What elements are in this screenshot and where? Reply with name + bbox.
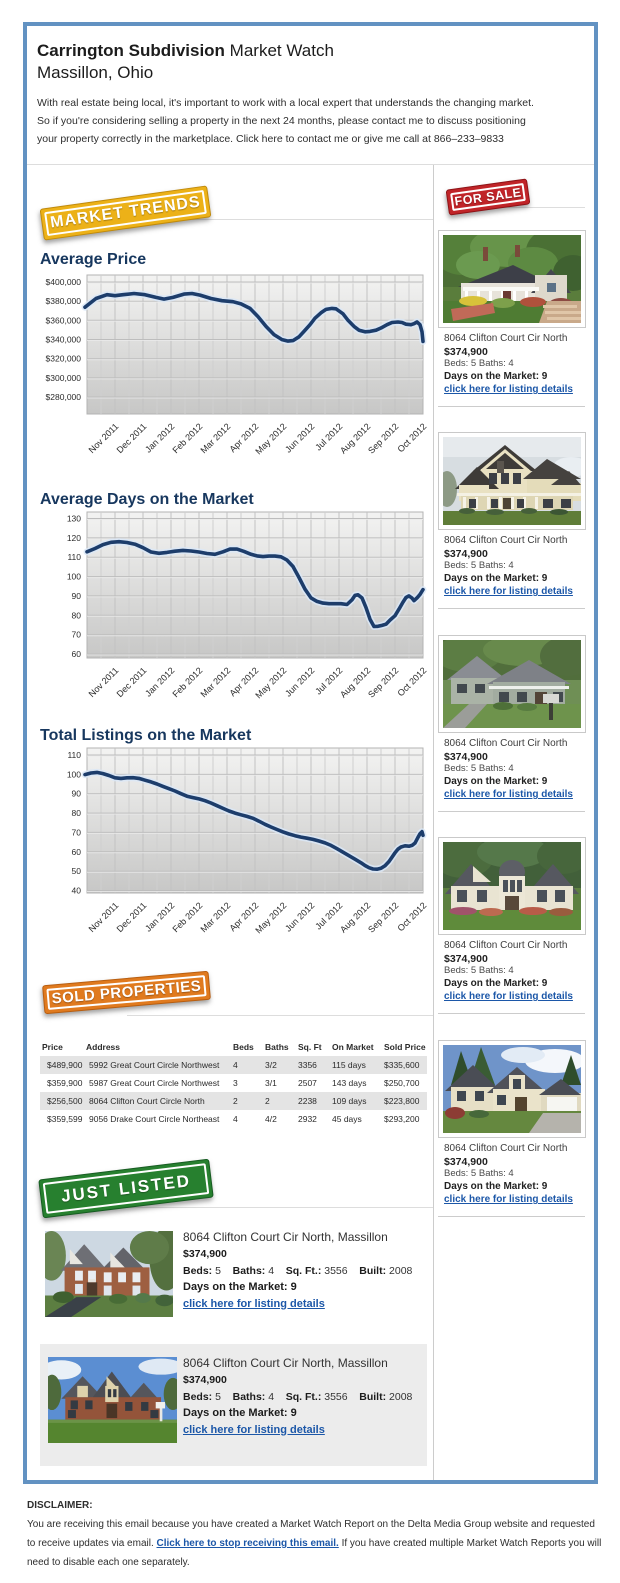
svg-text:70: 70 — [72, 630, 82, 640]
svg-text:$320,000: $320,000 — [46, 354, 82, 364]
svg-text:Dec 2011: Dec 2011 — [115, 421, 149, 455]
svg-text:Dec 2011: Dec 2011 — [115, 900, 149, 934]
svg-text:90: 90 — [72, 789, 82, 799]
svg-text:70: 70 — [72, 827, 82, 837]
svg-text:120: 120 — [67, 533, 81, 543]
svg-text:80: 80 — [72, 610, 82, 620]
svg-text:Jun 2012: Jun 2012 — [283, 421, 316, 454]
svg-text:May 2012: May 2012 — [253, 665, 288, 700]
svg-text:Mar 2012: Mar 2012 — [198, 900, 232, 934]
svg-text:$380,000: $380,000 — [46, 296, 82, 306]
svg-text:130: 130 — [67, 514, 81, 524]
svg-text:40: 40 — [72, 886, 82, 896]
svg-text:Sep 2012: Sep 2012 — [366, 900, 400, 934]
svg-text:$400,000: $400,000 — [46, 277, 82, 287]
svg-text:100: 100 — [67, 572, 81, 582]
svg-text:$280,000: $280,000 — [46, 392, 82, 402]
svg-text:Oct 2012: Oct 2012 — [396, 421, 429, 454]
svg-text:$340,000: $340,000 — [46, 335, 82, 345]
svg-text:May 2012: May 2012 — [253, 900, 288, 935]
svg-text:80: 80 — [72, 808, 82, 818]
svg-text:90: 90 — [72, 591, 82, 601]
svg-text:50: 50 — [72, 866, 82, 876]
svg-text:Sep 2012: Sep 2012 — [366, 421, 400, 455]
svg-text:$360,000: $360,000 — [46, 315, 82, 325]
svg-text:Mar 2012: Mar 2012 — [198, 665, 232, 699]
svg-text:$300,000: $300,000 — [46, 373, 82, 383]
svg-text:60: 60 — [72, 649, 82, 659]
svg-text:Dec 2011: Dec 2011 — [115, 665, 149, 699]
svg-text:Sep 2012: Sep 2012 — [366, 665, 400, 699]
svg-text:May 2012: May 2012 — [253, 421, 288, 456]
svg-text:Oct 2012: Oct 2012 — [396, 665, 429, 698]
svg-text:Jun 2012: Jun 2012 — [283, 900, 316, 933]
svg-text:Oct 2012: Oct 2012 — [396, 900, 429, 933]
svg-text:110: 110 — [67, 750, 81, 760]
svg-text:100: 100 — [67, 769, 81, 779]
svg-text:Jun 2012: Jun 2012 — [283, 665, 316, 698]
svg-text:110: 110 — [67, 552, 81, 562]
svg-text:60: 60 — [72, 847, 82, 857]
svg-text:Mar 2012: Mar 2012 — [198, 421, 232, 455]
